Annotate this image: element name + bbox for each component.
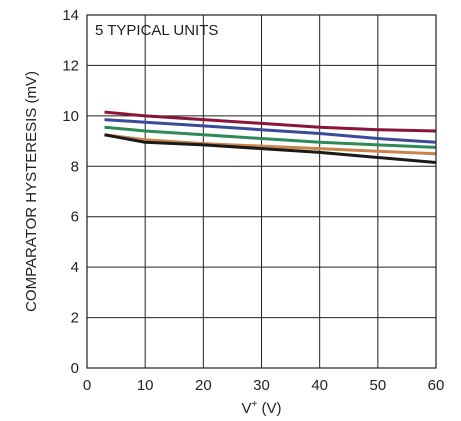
y-tick-label: 0 (71, 360, 79, 377)
x-tick-label: 50 (369, 377, 386, 394)
y-tick-labels: 0 2 4 6 8 10 12 14 (62, 7, 79, 377)
x-tick-label: 20 (195, 377, 212, 394)
grid-lines (87, 15, 436, 368)
x-tick-label: 0 (83, 377, 91, 394)
x-tick-label: 60 (428, 377, 445, 394)
y-tick-label: 8 (71, 158, 79, 175)
y-tick-label: 12 (62, 57, 79, 74)
y-tick-label: 2 (71, 310, 79, 327)
y-tick-label: 6 (71, 209, 79, 226)
x-axis-title-var: V (241, 400, 251, 417)
y-tick-label: 4 (71, 259, 79, 276)
series-layer (105, 112, 437, 162)
annotation-label: 5 TYPICAL UNITS (95, 22, 218, 39)
x-axis-title-unit: (V) (257, 400, 281, 417)
y-tick-label: 10 (62, 108, 79, 125)
x-tick-label: 30 (253, 377, 270, 394)
x-tick-label: 10 (137, 377, 154, 394)
x-axis-title: V+ (V) (241, 399, 281, 417)
y-tick-label: 14 (62, 7, 79, 24)
y-axis-title: COMPARATOR HYSTERESIS (mV) (23, 71, 40, 312)
x-tick-labels: 0 10 20 30 40 50 60 (83, 377, 445, 394)
x-tick-label: 40 (311, 377, 328, 394)
